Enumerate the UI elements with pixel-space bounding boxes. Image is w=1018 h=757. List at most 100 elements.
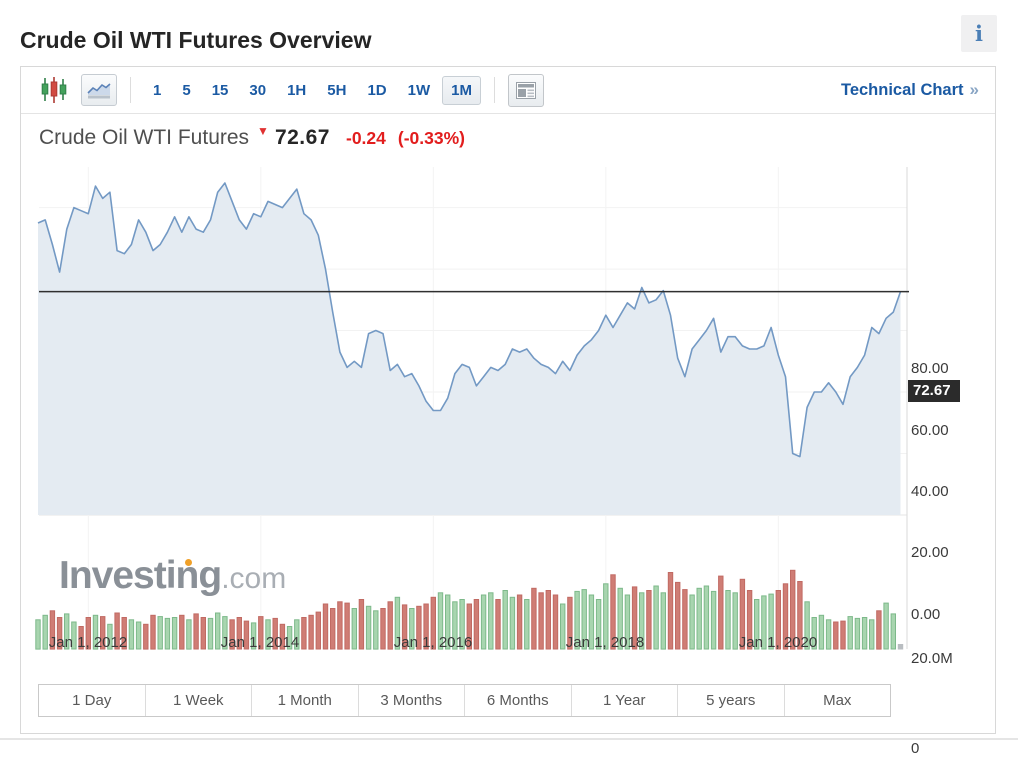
volume-bar xyxy=(488,592,494,650)
volume-bar xyxy=(761,595,767,650)
volume-bar xyxy=(337,601,343,650)
volume-bar xyxy=(897,644,904,650)
watermark-suffix: .com xyxy=(221,562,287,595)
volume-bar xyxy=(128,619,135,650)
info-button[interactable]: i xyxy=(961,15,997,52)
range-1-year[interactable]: 1 Year xyxy=(570,685,678,716)
price-line xyxy=(37,182,902,458)
page-bottom-divider xyxy=(0,738,1018,740)
volume-bar xyxy=(531,587,537,650)
volume-bar xyxy=(825,619,832,650)
volume-bar xyxy=(294,619,300,650)
area-chart-button[interactable] xyxy=(81,74,117,106)
volume-bar xyxy=(861,617,868,650)
volume-bar xyxy=(502,590,508,650)
volume-bar xyxy=(49,610,56,650)
volume-bar xyxy=(164,617,171,650)
volume-bar xyxy=(279,623,286,650)
volume-bar xyxy=(710,590,717,650)
volume-bar xyxy=(595,599,602,650)
volume-bar xyxy=(445,594,451,650)
candlestick-chart-button[interactable] xyxy=(35,73,73,107)
volume-bar xyxy=(114,612,120,650)
volume-bar xyxy=(71,621,77,650)
volume-bar xyxy=(811,617,817,650)
range-3-months[interactable]: 3 Months xyxy=(357,685,465,716)
interval-15[interactable]: 15 xyxy=(211,81,229,99)
volume-bar xyxy=(840,620,846,650)
watermark-orange-dot xyxy=(185,559,192,566)
range-1-month[interactable]: 1 Month xyxy=(251,685,358,716)
volume-bar xyxy=(121,617,127,650)
price-volume-chart[interactable] xyxy=(21,167,995,687)
interval-1w[interactable]: 1W xyxy=(407,81,431,99)
volume-bar xyxy=(157,616,163,650)
area-chart-icon xyxy=(87,83,111,99)
instrument-header: Crude Oil WTI Futures ▼ 72.67 -0.24 (-0.… xyxy=(39,124,995,150)
volume-bar xyxy=(818,614,825,650)
y-axis-label: 40.00 xyxy=(911,483,949,500)
volume-bar xyxy=(524,599,530,650)
chart-area: 80.00 60.00 40.00 20.00 0.00 72.67 Jan 1… xyxy=(21,167,995,757)
volume-bar xyxy=(560,603,566,650)
range-6-months[interactable]: 6 Months xyxy=(464,685,571,716)
volume-bar xyxy=(258,616,264,650)
interval-1h[interactable]: 1H xyxy=(287,81,307,99)
volume-bar xyxy=(473,599,480,650)
volume-bar xyxy=(466,603,473,650)
volume-bar xyxy=(696,587,702,650)
price-area xyxy=(38,183,901,515)
volume-bar xyxy=(135,621,142,650)
interval-5h[interactable]: 5H xyxy=(327,81,347,99)
volume-bar xyxy=(143,623,149,650)
interval-1[interactable]: 1 xyxy=(153,81,162,99)
volume-bar xyxy=(646,590,652,650)
volume-bar xyxy=(35,619,41,650)
interval-1m[interactable]: 1M xyxy=(442,75,481,105)
x-axis-label: Jan 1, 2012 xyxy=(48,634,128,651)
volume-bar xyxy=(401,604,408,650)
volume-bar xyxy=(675,581,681,650)
investing-watermark: Investing.com xyxy=(59,554,286,598)
volume-bar xyxy=(387,601,393,650)
volume-bar xyxy=(193,613,199,650)
candlestick-icon xyxy=(41,77,67,103)
y-axis-label: 20.00 xyxy=(911,544,949,561)
volume-bar xyxy=(358,599,365,650)
volume-bar xyxy=(286,626,293,650)
instrument-change-percent: (-0.33%) xyxy=(397,127,465,148)
volume-bar xyxy=(833,621,839,650)
volume-bar xyxy=(330,608,336,650)
volume-bar xyxy=(552,594,559,650)
volume-bar xyxy=(229,619,235,650)
volume-bar xyxy=(179,614,185,650)
volume-axis-label: 20.0M xyxy=(911,650,953,667)
volume-bar xyxy=(430,596,437,650)
volume-bar xyxy=(322,603,329,650)
volume-bar xyxy=(416,605,422,650)
news-panel-button[interactable] xyxy=(507,73,544,107)
volume-bar xyxy=(775,590,781,650)
volume-bar xyxy=(56,617,63,650)
interval-1d[interactable]: 1D xyxy=(367,81,387,99)
volume-bar xyxy=(150,614,156,650)
volume-bar xyxy=(92,614,99,650)
interval-5[interactable]: 5 xyxy=(182,81,191,99)
volume-bar xyxy=(703,585,710,650)
technical-chart-link[interactable]: Technical Chart » xyxy=(841,80,979,100)
double-chevron-right-icon: » xyxy=(969,80,979,99)
page-title: Crude Oil WTI Futures Overview xyxy=(20,27,372,54)
range-max[interactable]: Max xyxy=(783,685,891,716)
volume-bar xyxy=(876,610,882,650)
range-1-week[interactable]: 1 Week xyxy=(144,685,252,716)
volume-bar xyxy=(42,614,48,650)
range-5-years[interactable]: 5 years xyxy=(677,685,784,716)
volume-bar xyxy=(107,623,113,650)
range-1-day[interactable]: 1 Day xyxy=(39,685,145,716)
volume-bar xyxy=(660,592,666,650)
volume-bar xyxy=(883,602,889,650)
volume-bar xyxy=(538,592,544,650)
volume-bar xyxy=(495,599,501,650)
interval-30[interactable]: 30 xyxy=(249,81,267,99)
chart-widget: 1 5 15 30 1H 5H 1D 1W 1M Technical Chart… xyxy=(20,66,996,757)
